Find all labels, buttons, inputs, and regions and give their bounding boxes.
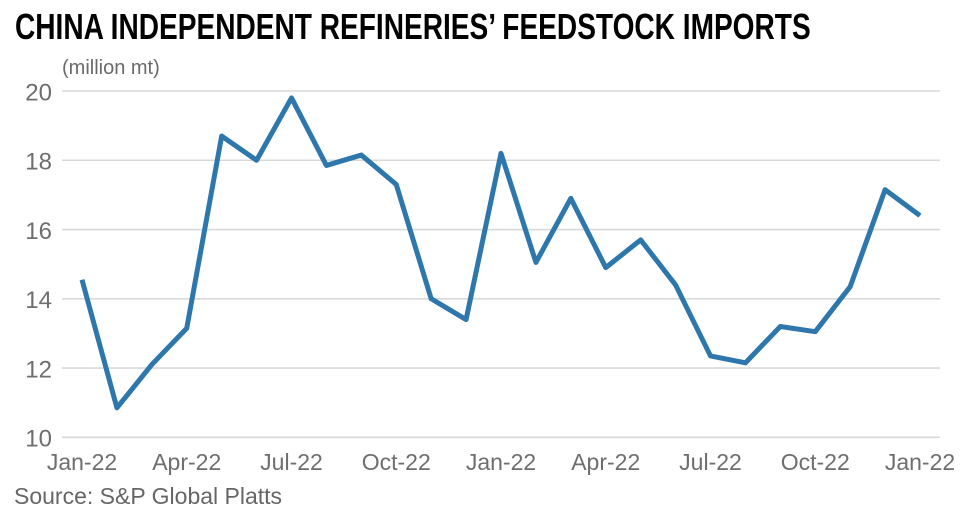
- x-axis-tick-label: Apr-22: [152, 449, 221, 475]
- source-attribution: Source: S&P Global Platts: [14, 483, 283, 509]
- y-axis-unit-label: (million mt): [62, 57, 160, 79]
- y-axis-tick-label: 14: [25, 287, 52, 314]
- y-axis-tick-label: 18: [25, 149, 52, 176]
- x-axis-tick-label: Jan-22: [466, 449, 536, 475]
- x-axis-tick-label: Oct-22: [781, 449, 850, 475]
- x-axis-tick-label: Jan-22: [885, 449, 955, 475]
- series-line-feedstock-imports: [79, 95, 922, 411]
- chart-title: CHINA INDEPENDENT REFINERIES’ FEEDSTOCK …: [15, 6, 811, 47]
- y-axis-tick-label: 12: [25, 356, 52, 383]
- x-axis-tick-label: Oct-22: [362, 449, 431, 475]
- y-axis-tick-label: 20: [25, 79, 52, 106]
- x-axis-tick-label: Jul-22: [260, 449, 323, 475]
- x-axis-tick-label: Apr-22: [571, 449, 640, 475]
- line-chart: 10 12 14 16 18 20 Jan-22 Apr-22 Jul-22 Oct-22 Jan-…: [25, 79, 955, 475]
- y-axis-tick-label: 10: [25, 426, 52, 453]
- x-axis-tick-label: Jan-22: [47, 449, 117, 475]
- y-axis-tick-label: 16: [25, 218, 52, 245]
- x-axis-tick-label: Jul-22: [679, 449, 742, 475]
